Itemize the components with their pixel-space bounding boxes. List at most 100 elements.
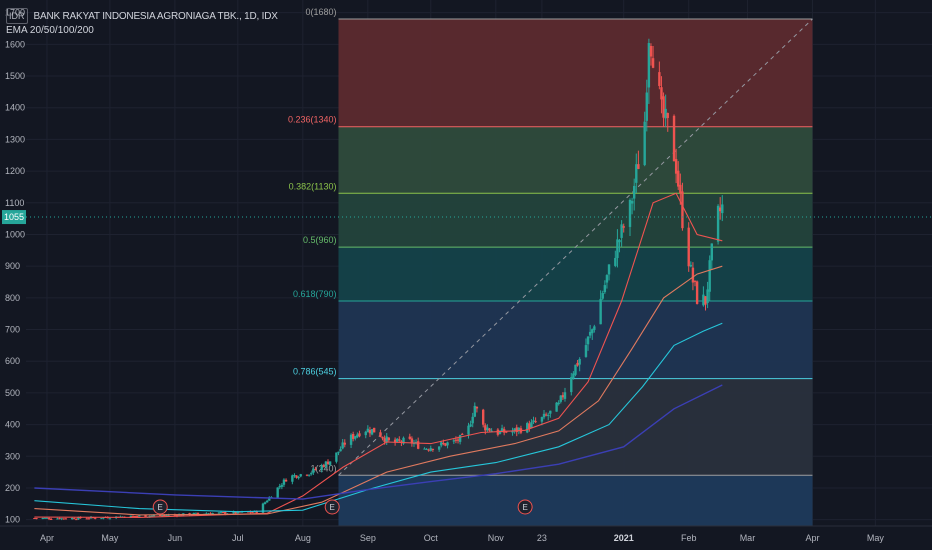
- candle-body: [268, 497, 271, 501]
- candle-body: [444, 443, 447, 446]
- candle-body: [282, 479, 286, 485]
- candle-body: [588, 331, 592, 336]
- candle-body: [356, 434, 359, 438]
- candle-body: [681, 191, 684, 229]
- candle-body: [710, 243, 713, 261]
- candle-body: [291, 475, 294, 482]
- candle-body: [620, 224, 623, 238]
- candle-body: [490, 430, 493, 432]
- candle-body: [456, 439, 460, 441]
- candle-body: [280, 485, 284, 487]
- candle-body: [297, 477, 300, 479]
- candle-body: [284, 479, 288, 482]
- candle-body: [379, 432, 382, 437]
- candle-body: [100, 518, 103, 520]
- candle-body: [167, 514, 170, 516]
- indicator-label[interactable]: EMA 20/50/100/200: [6, 25, 94, 36]
- candle-body: [175, 515, 179, 517]
- candle-body: [219, 511, 223, 513]
- currency-badge[interactable]: IDR: [6, 8, 28, 24]
- candle-body: [387, 437, 391, 441]
- x-tick-label: Jul: [232, 533, 244, 543]
- candle-body: [383, 438, 386, 442]
- candle-body: [561, 395, 565, 398]
- candle-body: [628, 200, 632, 227]
- y-tick-label: 200: [5, 483, 20, 493]
- candle-body: [721, 204, 724, 214]
- candle-body: [515, 427, 518, 433]
- candle-body: [511, 431, 514, 433]
- earnings-marker[interactable]: [152, 499, 168, 515]
- candle-body: [416, 441, 420, 449]
- candle-body: [664, 108, 667, 119]
- candle-body: [410, 438, 414, 444]
- earnings-marker[interactable]: [324, 499, 340, 515]
- earnings-marker[interactable]: [517, 499, 533, 515]
- candle-body: [49, 519, 53, 521]
- candle-body: [467, 425, 470, 435]
- candle-body: [60, 518, 63, 520]
- x-tick-label: Apr: [805, 533, 819, 543]
- candle-body: [647, 43, 651, 88]
- y-tick-label: 300: [5, 451, 20, 461]
- x-tick-label: Oct: [424, 533, 439, 543]
- ema-line: [34, 192, 723, 518]
- candle-body: [335, 452, 338, 462]
- candle-body: [312, 468, 315, 473]
- chart-legend: IDR BANK RAKYAT INDONESIA AGRONIAGA TBK.,…: [6, 8, 278, 38]
- fib-zone: [338, 475, 813, 526]
- candle-body: [469, 424, 472, 427]
- candle-body: [322, 465, 326, 467]
- candle-body: [265, 500, 269, 503]
- candle-body: [295, 475, 298, 478]
- candle-body: [324, 461, 328, 467]
- candle-body: [64, 518, 68, 520]
- candle-body: [645, 92, 648, 121]
- candle-body: [679, 184, 682, 194]
- candle-body: [446, 442, 449, 446]
- candle-body: [693, 280, 697, 282]
- y-tick-label: 1700: [5, 8, 25, 18]
- candle-body: [542, 413, 546, 418]
- candle-body: [672, 115, 676, 162]
- candle-body: [217, 512, 221, 514]
- candle-body: [58, 518, 61, 520]
- ema-line: [34, 384, 723, 500]
- candle-body: [630, 201, 634, 204]
- y-tick-label: 1200: [5, 166, 25, 176]
- candle-body: [635, 164, 638, 183]
- candle-body: [440, 442, 443, 446]
- candle-body: [622, 226, 625, 228]
- y-tick-label: 1500: [5, 71, 25, 81]
- candle-body: [486, 427, 489, 431]
- fib-level-label: 0(1680): [305, 7, 336, 17]
- y-tick-label: 1400: [5, 103, 25, 113]
- candle-body: [555, 402, 558, 412]
- x-tick-label: Jun: [168, 533, 183, 543]
- candle-body: [704, 296, 707, 305]
- candle-body: [366, 428, 370, 433]
- candle-body: [261, 503, 265, 513]
- symbol-title[interactable]: BANK RAKYAT INDONESIA AGRONIAGA TBK., 1D…: [33, 11, 278, 22]
- candle-body: [129, 515, 133, 518]
- candle-body: [601, 293, 604, 299]
- candle-body: [211, 513, 214, 515]
- y-tick-label: 900: [5, 261, 20, 271]
- candle-body: [706, 289, 709, 303]
- candle-body: [299, 474, 302, 477]
- candle-body: [402, 437, 405, 444]
- candle-body: [532, 420, 535, 423]
- candle-body: [293, 475, 296, 477]
- candle-body: [643, 121, 646, 166]
- candle-body: [674, 159, 678, 174]
- candle-body: [708, 260, 711, 292]
- candle-body: [618, 240, 621, 243]
- candle-body: [368, 429, 372, 434]
- candle-body: [427, 449, 430, 451]
- candle-body: [194, 512, 198, 514]
- candle-body: [85, 518, 89, 520]
- fib-zone: [338, 193, 813, 248]
- candle-body: [677, 170, 680, 187]
